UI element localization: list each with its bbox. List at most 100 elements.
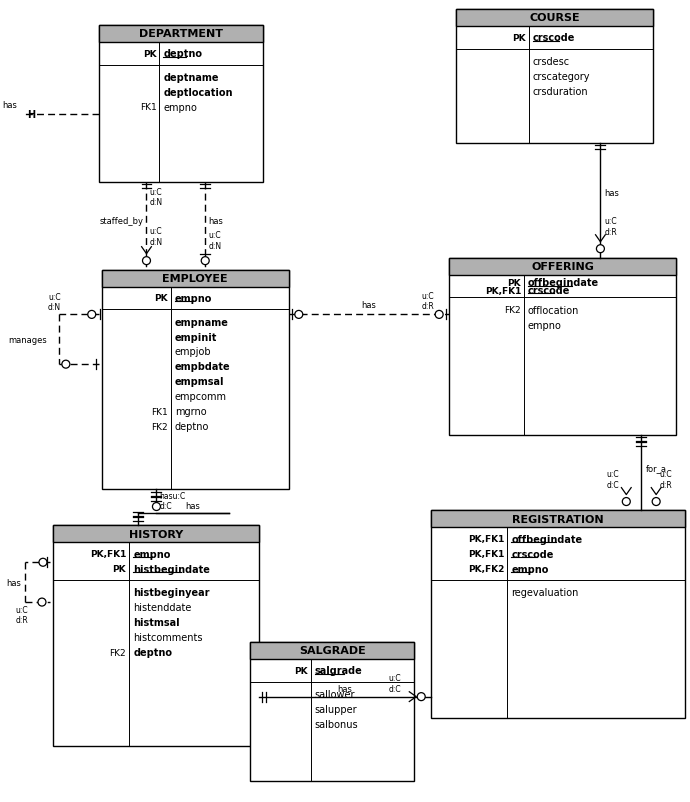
Circle shape [39,558,47,566]
Text: u:C
d:R: u:C d:R [604,217,617,237]
Text: PK,FK2: PK,FK2 [468,565,504,573]
Text: FK2: FK2 [110,648,126,657]
Circle shape [201,257,209,265]
Text: EMPLOYEE: EMPLOYEE [162,273,228,284]
Text: staffed_by: staffed_by [99,217,144,226]
Circle shape [417,693,425,701]
Bar [250,642,414,781]
Text: empinit: empinit [175,332,217,342]
Text: deptlocation: deptlocation [164,87,233,98]
Circle shape [38,598,46,606]
Text: PK,FK1: PK,FK1 [468,549,504,559]
Bar [53,526,259,747]
Text: u:C
d:N: u:C d:N [48,293,61,312]
Text: PK,FK1: PK,FK1 [468,535,504,544]
Text: empjob: empjob [175,347,212,357]
Text: crsduration: crsduration [533,87,589,96]
Bar [431,511,685,528]
Text: SALGRADE: SALGRADE [299,646,366,655]
Text: has: has [186,502,200,511]
Circle shape [435,311,443,319]
Text: empname: empname [175,318,229,327]
Text: salbonus: salbonus [315,719,358,729]
Bar [99,26,263,43]
Text: salupper: salupper [315,704,357,714]
Text: crsdesc: crsdesc [533,57,570,67]
Text: empno: empno [511,564,549,574]
Text: PK: PK [112,565,126,573]
Text: deptno: deptno [133,647,172,658]
Text: empcomm: empcomm [175,392,227,402]
Text: has: has [337,684,353,693]
Text: HISTORY: HISTORY [129,529,183,539]
Text: u:C
d:C: u:C d:C [388,674,402,693]
Text: DEPARTMENT: DEPARTMENT [139,29,223,39]
Bar [431,511,685,718]
Text: deptno: deptno [164,49,202,59]
Text: crscode: crscode [511,549,553,559]
Text: FK2: FK2 [504,306,521,314]
Text: PK: PK [155,294,168,303]
Text: COURSE: COURSE [529,14,580,23]
Text: has: has [362,301,377,310]
Text: regevaluation: regevaluation [511,588,579,597]
Bar [101,270,289,489]
Text: has: has [208,217,223,226]
Bar [250,642,414,659]
Text: deptname: deptname [164,73,219,83]
Bar [101,270,289,287]
Text: empno: empno [528,320,562,330]
Text: crscode: crscode [528,286,571,296]
Text: histcomments: histcomments [133,633,203,642]
Circle shape [622,498,630,506]
Text: histmsal: histmsal [133,618,180,627]
Text: FK2: FK2 [151,422,168,431]
Bar [456,10,653,144]
Text: has: has [604,188,619,198]
Text: has: has [6,578,21,587]
Text: FK1: FK1 [140,103,157,112]
Text: empno: empno [133,549,170,559]
Circle shape [152,503,160,511]
Text: salgrade: salgrade [315,666,362,675]
Text: u:C
d:R: u:C d:R [15,606,28,625]
Text: PK: PK [143,50,157,59]
Circle shape [88,311,96,319]
Text: empmsal: empmsal [175,377,224,387]
Bar [53,526,259,543]
Text: hasu:C
d:C: hasu:C d:C [159,491,186,510]
Text: H: H [27,110,35,120]
Bar [449,258,676,275]
Text: histbegindate: histbegindate [133,564,210,574]
Text: u:C
d:C: u:C d:C [607,470,619,489]
Text: crscategory: crscategory [533,71,591,82]
Bar [99,26,263,183]
Text: offlocation: offlocation [528,306,580,315]
Text: manages: manages [8,335,47,344]
Circle shape [143,257,150,265]
Text: PK: PK [294,666,308,675]
Text: histbeginyear: histbeginyear [133,588,210,597]
Text: FK1: FK1 [151,407,168,416]
Text: empbdate: empbdate [175,362,230,372]
Text: mgrno: mgrno [175,407,206,417]
Text: PK: PK [507,278,521,287]
Text: for_a: for_a [647,464,667,472]
Text: REGISTRATION: REGISTRATION [512,514,604,525]
Bar [456,10,653,26]
Text: PK,FK1: PK,FK1 [484,286,521,295]
Text: has: has [2,101,17,110]
Circle shape [62,361,70,369]
Text: u:C
d:N: u:C d:N [150,188,163,207]
Text: PK,FK1: PK,FK1 [90,549,126,559]
Text: u:C
d:R: u:C d:R [659,470,672,489]
Text: u:C
d:R: u:C d:R [421,292,434,311]
Circle shape [596,245,604,253]
Text: deptno: deptno [175,422,209,431]
Text: PK: PK [513,34,526,43]
Text: empno: empno [164,103,197,112]
Text: u:C
d:N: u:C d:N [208,231,221,250]
Circle shape [295,311,303,319]
Text: offbegindate: offbegindate [528,277,599,288]
Text: crscode: crscode [533,33,575,43]
